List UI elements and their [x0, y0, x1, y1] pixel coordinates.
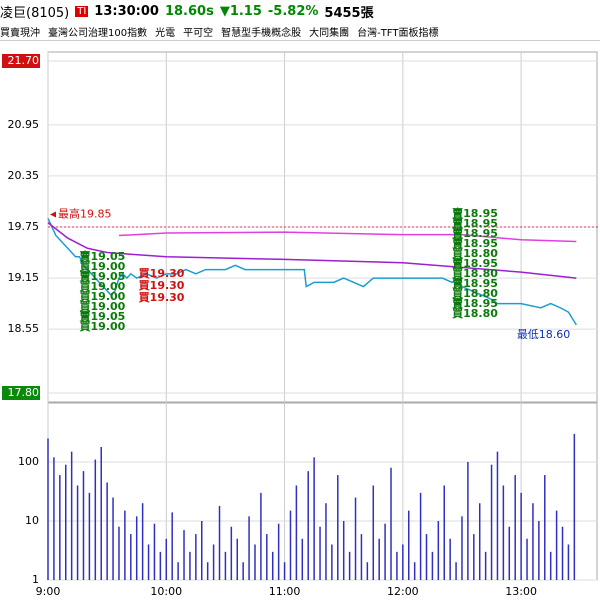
x-tick-label: 11:00	[269, 585, 301, 598]
trade-label: 賣18.95	[451, 256, 498, 270]
trade-label: 買19.00	[80, 280, 126, 293]
y-tick-box	[2, 54, 40, 68]
trade-label: 賣18.95	[451, 226, 498, 240]
volume-total: 5455張	[324, 5, 374, 21]
trade-label: 買19.30	[139, 267, 185, 280]
trade-label: 買18.80	[452, 267, 498, 280]
x-tick-label: 13:00	[505, 585, 537, 598]
y-tick-box	[2, 386, 40, 400]
trade-label: 賣19.05	[79, 269, 126, 283]
high-label: 最高19.85	[58, 206, 112, 220]
y-tick-label: 19.75	[8, 220, 40, 233]
x-tick-label: 9:00	[36, 585, 61, 598]
time: 13:30:00	[94, 3, 159, 19]
y-tick-label: 21.70	[8, 54, 40, 67]
stock-name[interactable]: 凌巨(8105)	[0, 5, 70, 21]
trade-label: 買19.00	[80, 260, 126, 273]
price-line	[47, 218, 577, 326]
tag[interactable]: 大同集團	[309, 27, 350, 39]
trade-label: 賣19.05	[79, 249, 126, 263]
y-tick-label: 18.55	[8, 322, 40, 335]
x-tick-label: 12:00	[387, 585, 419, 598]
price-line	[47, 222, 577, 279]
volume-tick-label: 100	[18, 455, 39, 468]
quote-header: 凌巨(8105) TI 13:30:00 18.60s ▼1.15 -5.82%…	[0, 0, 600, 22]
volume-tick-label: 1	[32, 573, 39, 586]
trade-label: 買18.80	[452, 287, 498, 300]
tag[interactable]: 台灣-TFT面板指標	[357, 27, 439, 39]
percent: -5.82%	[267, 3, 319, 19]
tag[interactable]: 光電	[155, 27, 176, 39]
trade-label: 買19.00	[80, 300, 126, 313]
x-tick-label: 10:00	[150, 585, 182, 598]
low-label: 最低18.60	[517, 328, 571, 341]
trade-label: 買18.80	[452, 307, 498, 320]
trade-label: 賣18.95	[451, 276, 498, 290]
tag[interactable]: 平可空	[183, 27, 214, 39]
trade-label: 買19.30	[139, 279, 185, 292]
y-tick-label: 17.80	[8, 386, 40, 399]
trade-label: 賣19.05	[79, 309, 126, 323]
tag[interactable]: 臺灣公司治理100指數	[48, 27, 148, 39]
y-tick-label: 19.15	[8, 271, 40, 284]
tag-bar: 買賣現沖 臺灣公司治理100指數 光電 平可空 智慧型手機概念股 大同集團 台灣-TFT面板…	[0, 22, 600, 41]
trade-label: 買19.00	[80, 320, 126, 333]
trade-label: 買18.80	[452, 247, 498, 260]
trade-label: 賣18.95	[451, 236, 498, 250]
trade-label: 買19.30	[139, 291, 185, 304]
price: 18.60s	[164, 3, 214, 19]
trade-label: 賣18.95	[451, 216, 498, 230]
high-arrow	[50, 211, 56, 218]
change: ▼1.15	[219, 3, 262, 19]
trade-label: 賣18.95	[451, 296, 498, 310]
tag[interactable]: 智慧型手機概念股	[221, 27, 302, 39]
y-tick-label: 20.35	[8, 169, 40, 182]
y-tick-label: 20.95	[8, 118, 40, 131]
badge: TI	[75, 5, 89, 17]
price-line	[118, 231, 577, 243]
trade-label: 賣18.95	[451, 206, 498, 220]
volume-tick-label: 10	[25, 514, 39, 527]
trade-label: 買19.00	[80, 290, 126, 303]
tag[interactable]: 買賣現沖	[0, 27, 40, 39]
